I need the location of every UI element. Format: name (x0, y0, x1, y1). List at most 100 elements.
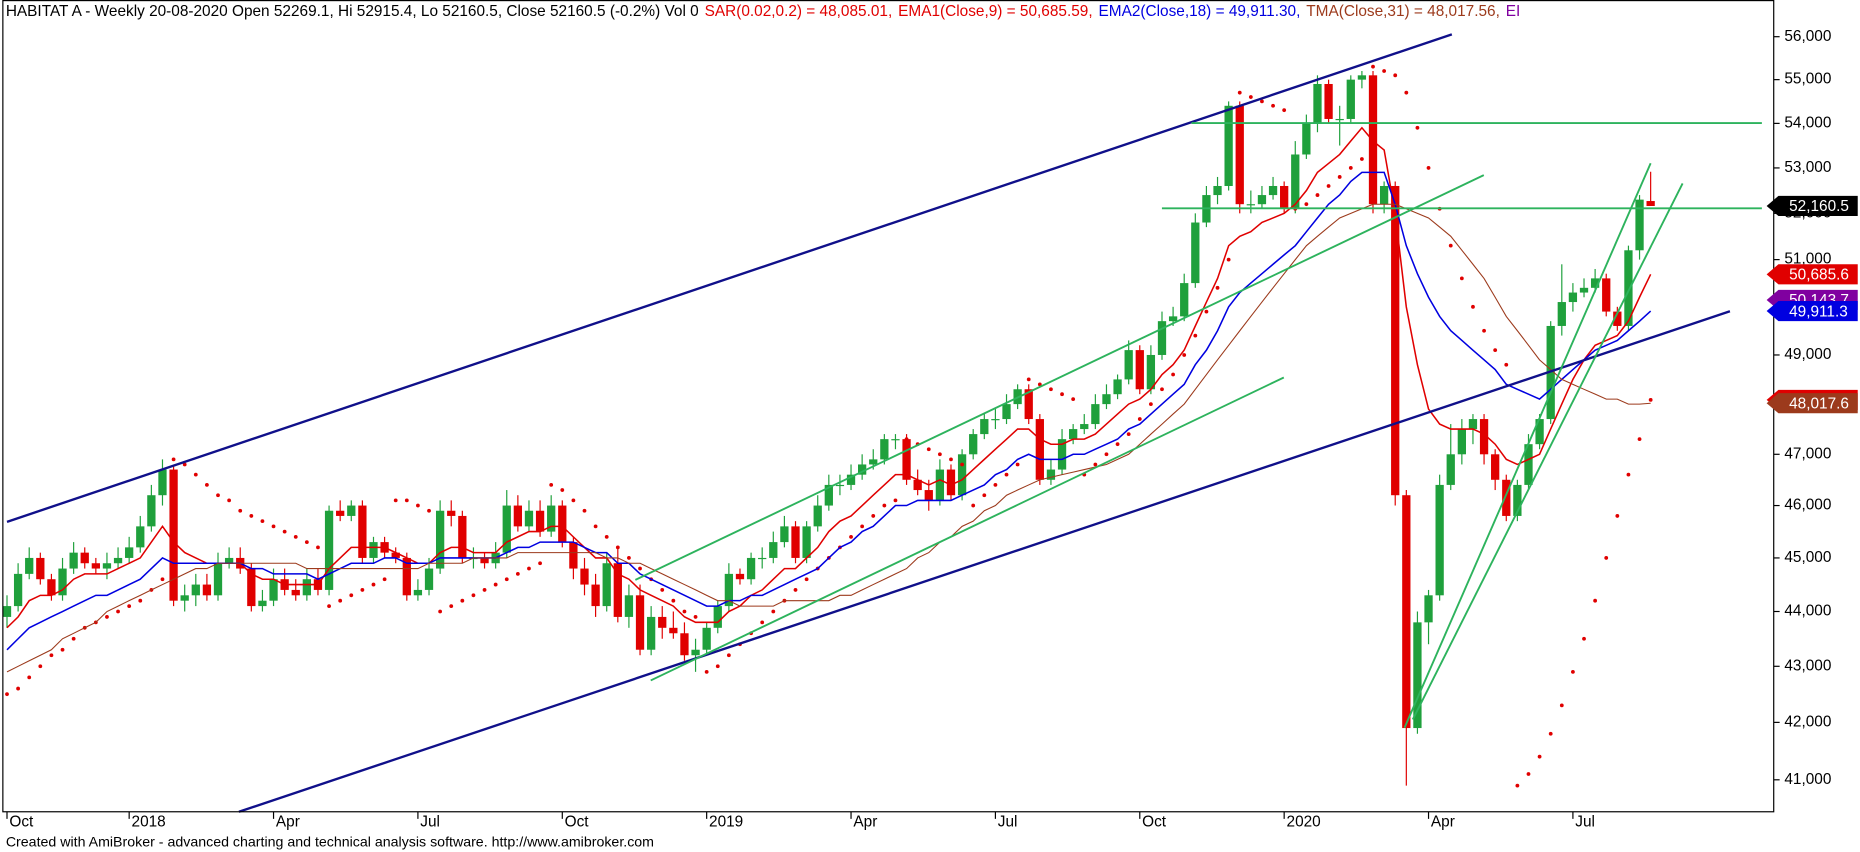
sar-dot (1559, 703, 1564, 708)
candle-body (58, 568, 67, 596)
sar-dot (471, 593, 476, 598)
candle-body (913, 479, 922, 491)
candle-body (1491, 454, 1500, 480)
candle-body (1391, 185, 1400, 496)
candle-body (1291, 154, 1300, 209)
candle-body (224, 557, 234, 564)
candle-body (502, 505, 511, 553)
sar-dot (1615, 514, 1620, 518)
price-tag: 48,017.6 (1766, 393, 1858, 414)
candle-body (680, 633, 689, 656)
y-tick-label: 41,000 (1784, 771, 1831, 788)
sar-dot (360, 588, 365, 592)
y-tick-label: 53,000 (1784, 159, 1831, 176)
sar-dot (182, 462, 187, 467)
sar-dot (27, 675, 32, 680)
candle-body (1257, 195, 1267, 205)
sar-dot (460, 598, 465, 603)
candle-body (291, 589, 300, 596)
sar-dot (1537, 754, 1542, 759)
sar-dot (926, 447, 931, 452)
candle-body (1102, 394, 1111, 405)
sar-dot (1049, 387, 1053, 392)
sar-dot (1371, 64, 1375, 69)
candle-body (1635, 199, 1644, 251)
candle-body (1113, 379, 1122, 395)
trendline (650, 376, 1285, 682)
candle-body (336, 510, 345, 516)
sar-dot (1415, 125, 1420, 130)
sar-dot (593, 524, 598, 529)
candle-body (702, 627, 711, 650)
candle-body (1135, 350, 1144, 390)
sar-dot (1148, 402, 1153, 407)
sar-dot (971, 503, 976, 508)
candle-body (1069, 429, 1078, 440)
candle-body (180, 595, 189, 601)
candle-body (191, 584, 200, 596)
sar-dot (1482, 328, 1486, 333)
sar-dot (260, 519, 265, 524)
sar-dot (982, 493, 987, 498)
candle-body (1513, 484, 1522, 516)
sar-dot (893, 498, 898, 503)
candle-body (458, 515, 467, 558)
sar-dot (1548, 731, 1553, 736)
sar-dot (427, 508, 431, 513)
header-segment: EI (1506, 3, 1521, 20)
price-tag: 50,685.6 (1766, 264, 1858, 285)
price-tag-label: 50,685.6 (1789, 267, 1849, 284)
axes: 41,000 42,000 43,000 44,000 45,000 46,000 47,0… (6, 28, 1858, 830)
price-tag-box (1766, 195, 1858, 217)
sar-dot (1126, 432, 1131, 436)
header-segment: TMA(Close,31) = 48,017.56, (1306, 3, 1500, 20)
sar-dot (1226, 257, 1231, 262)
price-tag: 49,911.3 (1766, 300, 1858, 322)
candle-body (1280, 185, 1289, 209)
candle-body (247, 568, 256, 607)
sar-dot (5, 692, 9, 697)
x-tick-label: Jul (998, 813, 1018, 830)
sar-dot (1248, 95, 1253, 99)
candle-body (835, 484, 845, 487)
sar-dot (282, 529, 287, 534)
trendline (6, 33, 1453, 523)
candle-body (1024, 389, 1033, 420)
price-tag-label: 49,911.3 (1789, 303, 1848, 320)
y-tick-label: 46,000 (1784, 497, 1831, 514)
candle-body (80, 552, 89, 564)
x-tick-label: Oct (565, 813, 590, 830)
y-tick-label: 44,000 (1784, 603, 1831, 620)
candle-body (1402, 495, 1411, 729)
sar-dot (527, 566, 531, 571)
candle-body (47, 579, 56, 596)
sar-dot (1382, 69, 1387, 73)
candle-body (524, 510, 534, 527)
candle-body (1268, 185, 1278, 196)
candle-body (269, 579, 278, 601)
candle-body (891, 439, 900, 441)
sar-dot (1260, 99, 1264, 104)
candle-body (735, 573, 745, 580)
sar-dot (627, 556, 631, 560)
x-tick-label: Oct (9, 813, 34, 830)
sar-dot (960, 462, 964, 467)
sar-dot (515, 571, 520, 576)
sar-dot (638, 566, 642, 571)
indicator-line (6, 171, 1652, 651)
sar-dot (715, 664, 720, 669)
sar-dot (1093, 462, 1098, 467)
candle-body (846, 474, 856, 485)
candle-body (158, 469, 167, 496)
candle-body (902, 439, 911, 480)
sar-dot (671, 598, 676, 603)
sar-dot (49, 653, 54, 658)
candle-body (435, 510, 445, 569)
candle-body (1335, 118, 1344, 121)
header-segment: EMA2(Close,18) = 49,911.30, (1099, 3, 1301, 20)
sar-dot (1360, 157, 1364, 161)
trendline (238, 310, 1731, 813)
sar-dot (549, 483, 554, 487)
